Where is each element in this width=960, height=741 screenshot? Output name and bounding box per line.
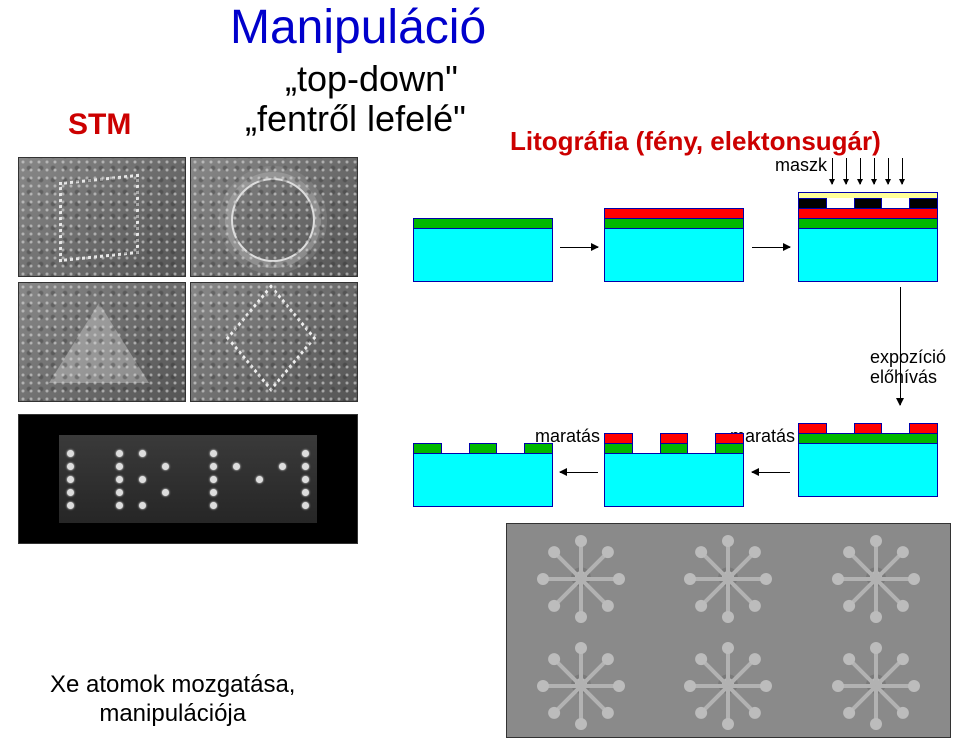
stm-caption: Xe atomok mozgatása, manipulációja	[50, 671, 295, 729]
mask-down-arrows	[832, 158, 903, 184]
exposure-line1: expozíció	[870, 347, 946, 367]
stm-panel-triangle	[18, 282, 186, 402]
flake-icon	[831, 639, 921, 729]
litho-step-1	[413, 218, 553, 282]
mask-label: maszk	[775, 155, 827, 176]
exposure-arrow	[900, 287, 901, 405]
caption-line2: manipulációja	[99, 700, 246, 727]
lithography-heading: Litográfia (fény, elektonsugár)	[510, 126, 881, 157]
nanoparticle-sem-panel	[506, 523, 951, 738]
subtitle-topdown: „top-down"	[285, 58, 458, 100]
arrow-step1-step2	[560, 247, 598, 248]
flake-icon	[536, 532, 626, 622]
arrow-b3-b2	[752, 472, 790, 473]
stm-panel-ring	[190, 157, 358, 277]
subtitle-fentrol: „fentről lefelé"	[245, 98, 466, 140]
exposure-line2: előhívás	[870, 367, 937, 387]
flake-icon	[683, 639, 773, 729]
arrow-b2-b1	[560, 472, 598, 473]
flake-icon	[831, 532, 921, 622]
arrow-step2-step3	[752, 247, 790, 248]
litho-step-3	[798, 192, 938, 282]
ibm-atoms-panel	[18, 414, 358, 544]
exposure-label: expozíció előhívás	[870, 348, 946, 388]
litho-step-2	[604, 208, 744, 282]
stm-panel-square	[18, 157, 186, 277]
stm-panel-diamond	[190, 282, 358, 402]
caption-line1: Xe atomok mozgatása,	[50, 671, 295, 698]
stm-heading: STM	[68, 108, 131, 142]
litho-step-b3	[798, 423, 938, 497]
flake-icon	[683, 532, 773, 622]
litho-step-b2	[604, 433, 744, 507]
litho-step-b1	[413, 443, 553, 507]
flake-icon	[536, 639, 626, 729]
page-title: Manipuláció	[230, 0, 486, 55]
